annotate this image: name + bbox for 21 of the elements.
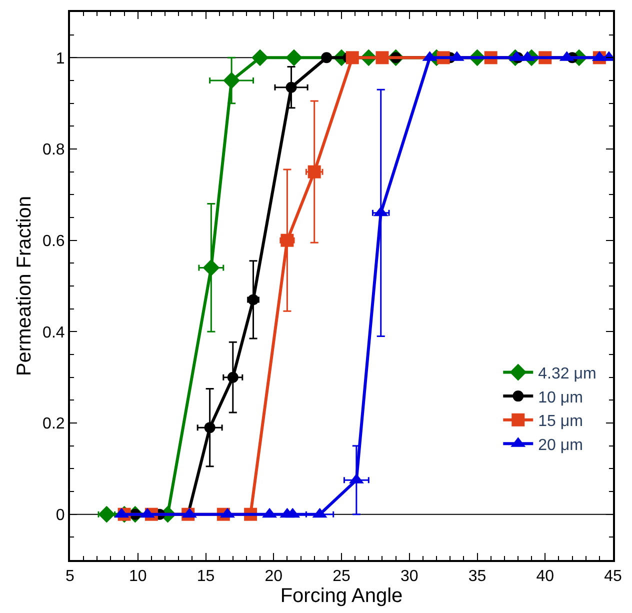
y-axis-title: Permeation Fraction [14, 196, 36, 376]
x-tick-label: 30 [400, 568, 418, 586]
y-tick-label: 0.6 [42, 232, 65, 250]
x-tick-label: 20 [264, 568, 283, 586]
x-tick-label: 35 [468, 568, 486, 586]
legend-label: 10 μm [538, 389, 583, 406]
y-tick-label: 0 [56, 506, 65, 524]
x-axis-title: Forcing Angle [280, 585, 403, 608]
legend-label: 15 μm [538, 413, 583, 430]
y-tick-label: 0.4 [42, 324, 65, 342]
x-tick-label: 5 [66, 568, 75, 586]
x-tick-label: 45 [604, 568, 622, 586]
y-tick-label: 0.2 [42, 416, 65, 433]
x-tick-label: 15 [196, 568, 215, 586]
x-tick-label: 25 [332, 568, 350, 586]
x-tick-label: 10 [128, 568, 147, 586]
legend-label: 20 μm [538, 436, 583, 454]
x-tick-label: 40 [536, 568, 554, 586]
y-tick-label: 0.8 [42, 142, 65, 159]
legend-label: 4.32 μm [538, 366, 596, 382]
y-tick-label: 1 [56, 50, 65, 68]
